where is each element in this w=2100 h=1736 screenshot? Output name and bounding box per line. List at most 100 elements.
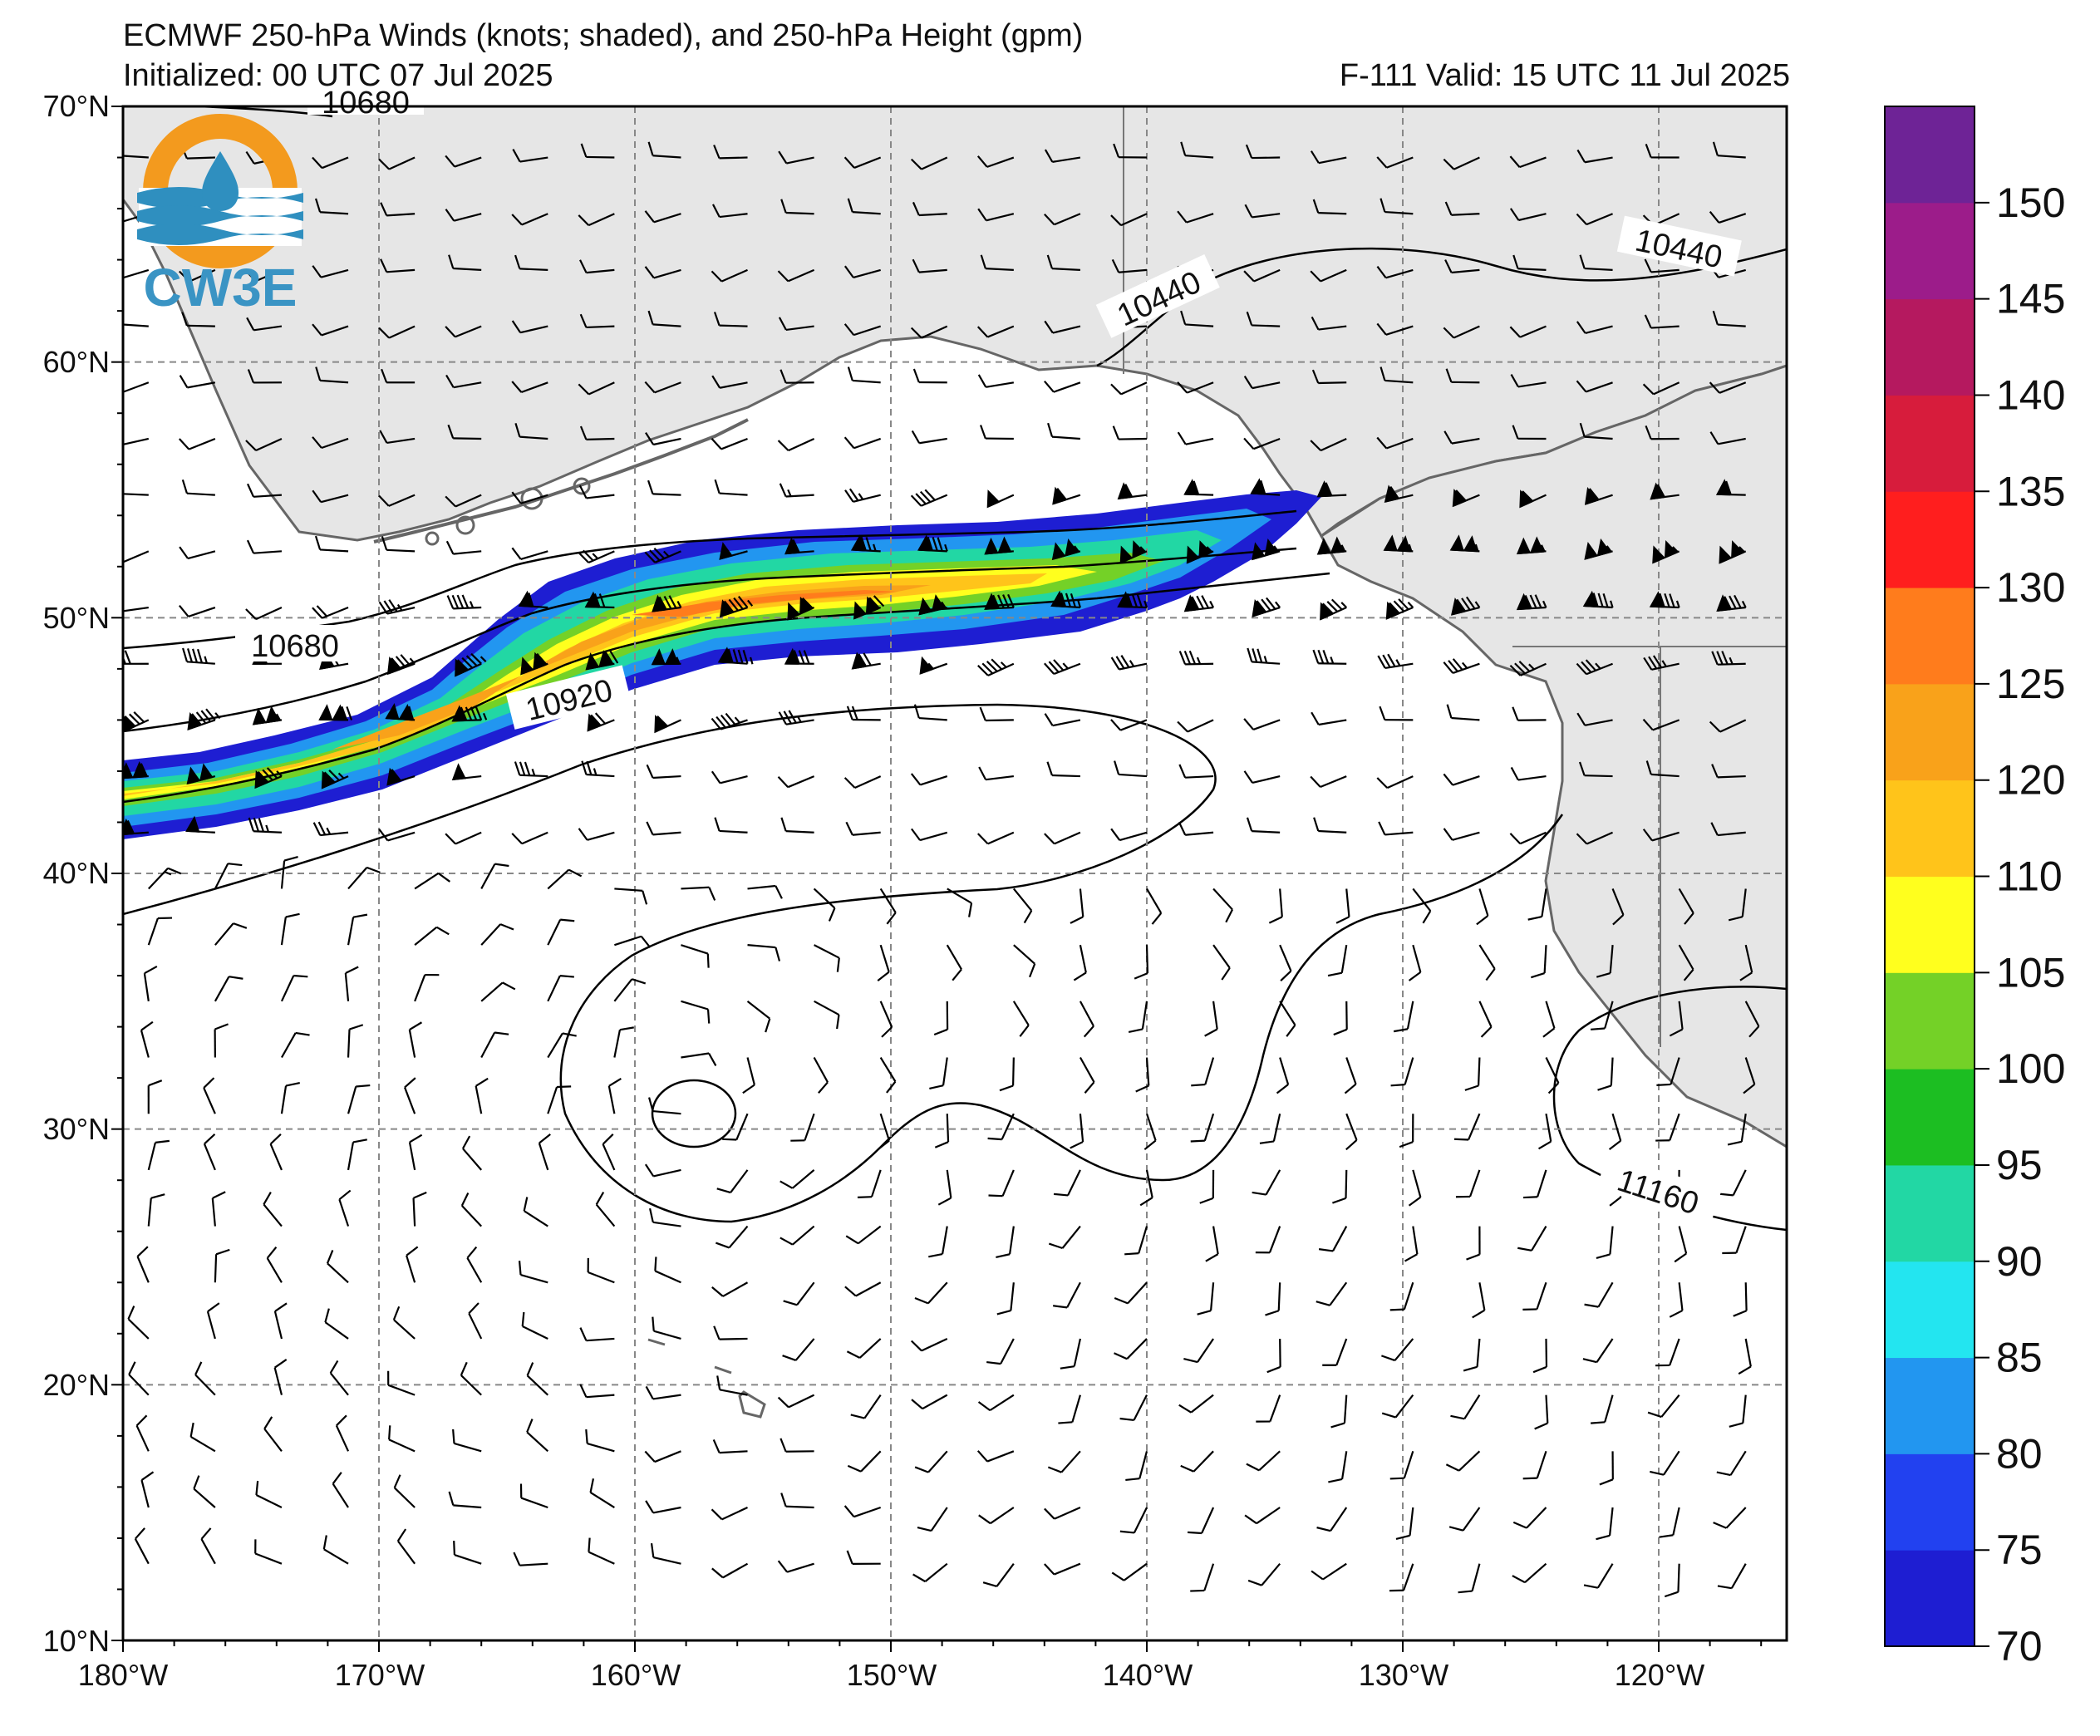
- wind-barb: [1322, 1338, 1348, 1366]
- contour-11160-high: [651, 1079, 737, 1148]
- wind-barb: [1177, 719, 1214, 733]
- wind-barb: [1582, 1338, 1614, 1364]
- wind-barb: [385, 702, 416, 721]
- wind-barb: [976, 831, 1015, 845]
- wind-barb: [514, 761, 548, 778]
- colorbar-swatch: [1885, 298, 1975, 396]
- colorbar-swatch: [1885, 395, 1975, 492]
- contour-10920: [123, 572, 1330, 804]
- jet-band-110: [123, 565, 1097, 799]
- wind-barb: [480, 923, 514, 946]
- wind-barb: [1512, 254, 1547, 272]
- wind-barb: [136, 1246, 150, 1283]
- wind-barb: [127, 1306, 150, 1340]
- wind-barb: [1579, 254, 1613, 272]
- wind-barb: [1530, 945, 1547, 979]
- wind-barb: [579, 313, 615, 329]
- wind-barb: [581, 760, 615, 778]
- wind-barb: [1053, 1169, 1081, 1197]
- wind-barb: [946, 944, 962, 981]
- wind-barb: [1719, 1169, 1747, 1197]
- wind-barb: [652, 1316, 681, 1340]
- hawaii-islands: [647, 1338, 766, 1419]
- wind-barb: [649, 1207, 681, 1227]
- wind-barb: [719, 542, 748, 560]
- lat-label: 30°N: [43, 1112, 110, 1146]
- wind-barb: [408, 1021, 423, 1058]
- wind-barb: [579, 259, 615, 274]
- wind-barb: [999, 1057, 1015, 1092]
- wind-barb: [312, 323, 349, 337]
- colorbar-tick-label: 125: [1996, 661, 2065, 707]
- wind-barb: [1443, 325, 1480, 339]
- wind-barb: [1110, 213, 1148, 227]
- wind-barb: [857, 1169, 882, 1198]
- wind-barb: [986, 489, 1015, 509]
- wind-barb: [347, 866, 381, 890]
- wind-barb: [580, 143, 615, 159]
- wind-barb: [850, 1394, 882, 1419]
- wind-barb: [1335, 888, 1350, 924]
- wind-barb: [1311, 1562, 1347, 1581]
- wind-barb: [614, 935, 652, 948]
- wind-barb: [1643, 655, 1680, 671]
- axis-ticks: [111, 106, 1763, 1652]
- wind-barb: [214, 976, 243, 1002]
- wind-barb: [1186, 540, 1214, 564]
- wind-barb: [588, 1537, 615, 1565]
- colorbar-tick-label: 100: [1996, 1045, 2065, 1092]
- wind-barb: [1576, 659, 1613, 676]
- wind-barb: [378, 599, 416, 615]
- wind-barb: [1044, 213, 1081, 226]
- wind-barb: [1512, 706, 1547, 721]
- wind-barb: [777, 1394, 815, 1409]
- wind-barb: [1180, 141, 1214, 159]
- wind-barb: [135, 1414, 150, 1452]
- wind-barb: [245, 268, 283, 283]
- colorbar-swatch: [1885, 683, 1975, 781]
- wind-barb: [711, 712, 748, 730]
- wind-barb: [644, 547, 681, 563]
- wind-barb: [1728, 888, 1747, 922]
- wind-barb: [1519, 489, 1547, 509]
- wind-barb: [714, 479, 748, 496]
- wind-barb: [780, 1493, 814, 1509]
- lon-label: 180°W: [78, 1658, 168, 1692]
- wind-barb: [123, 606, 149, 612]
- wind-barb: [1576, 380, 1613, 393]
- wind-barb: [1380, 366, 1414, 384]
- wind-barb: [986, 1338, 1015, 1365]
- wind-barb: [979, 425, 1014, 440]
- wind-barb: [1328, 1451, 1348, 1483]
- wind-barb: [644, 210, 681, 224]
- lat-label: 20°N: [43, 1368, 110, 1402]
- wind-barb: [246, 539, 283, 554]
- colorbar-tick-label: 130: [1996, 564, 2065, 611]
- wind-barb: [214, 863, 243, 889]
- wind-barb: [1190, 1113, 1215, 1143]
- wind-barb: [1112, 425, 1148, 440]
- wind-barb: [1510, 766, 1547, 781]
- wind-barb: [579, 1327, 615, 1342]
- wind-barb: [1649, 591, 1680, 609]
- wind-barb: [1744, 1001, 1760, 1038]
- wind-barb: [547, 918, 575, 946]
- wind-barb: [917, 1507, 948, 1532]
- wind-barb: [717, 647, 754, 665]
- lon-label: 170°W: [335, 1658, 425, 1692]
- wind-barb: [790, 1113, 815, 1142]
- wind-barb: [193, 1475, 216, 1508]
- jet-stream-shading: [123, 490, 1321, 839]
- wind-barb: [206, 1302, 220, 1340]
- wind-barb: [780, 817, 814, 834]
- wind-barb: [579, 1384, 615, 1399]
- wind-barb: [1178, 1394, 1214, 1414]
- wind-barb: [1376, 775, 1414, 789]
- wind-barb: [519, 1483, 548, 1509]
- cw3e-logo: CW3E: [137, 114, 303, 317]
- wind-barb: [1243, 437, 1281, 450]
- wind-barb: [578, 549, 615, 564]
- wind-barb: [1545, 1057, 1560, 1094]
- wind-barb: [1449, 534, 1480, 553]
- wind-barb: [647, 479, 681, 496]
